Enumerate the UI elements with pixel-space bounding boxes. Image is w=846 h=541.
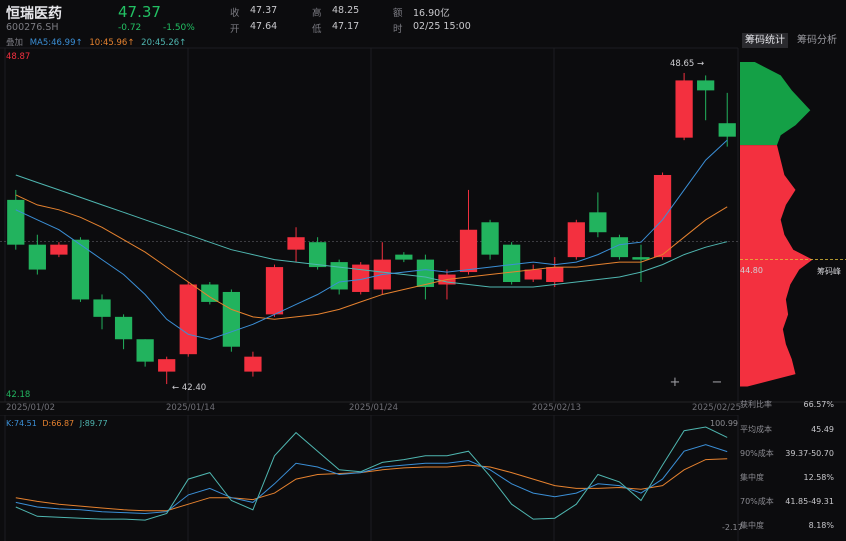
ma-legend: 叠加 MA5:46.99↑ 10:45.96↑ 20:45.26↑	[6, 36, 190, 48]
candle-body	[632, 257, 650, 260]
chip-tabs: 筹码统计 筹码分析	[740, 33, 846, 49]
last-price: 47.37	[118, 3, 161, 21]
axis-bottom-value: 42.18	[6, 390, 31, 400]
chip-peak-label: 筹码峰	[817, 267, 841, 276]
candle-body	[697, 80, 715, 91]
kdj-top-value: 100.99	[710, 419, 738, 428]
candle-body	[244, 356, 262, 372]
candle-body	[308, 242, 327, 268]
kdj-j-value: J:89.77	[79, 419, 108, 428]
kdj-bottom-value: -2.17	[722, 523, 743, 532]
kdj-legend: K:74.51 D:66.87 J:89.77	[6, 419, 111, 428]
candle-body	[524, 269, 542, 280]
tab-chip-analysis[interactable]: 筹码分析	[797, 35, 837, 46]
high-value: 48.25	[332, 5, 360, 16]
candle-body	[136, 339, 154, 362]
candle-body	[589, 212, 607, 233]
ma20-line	[15, 174, 728, 288]
candle-body	[567, 222, 585, 258]
candle-body	[93, 299, 111, 317]
close-label: 收	[230, 8, 240, 19]
candle-body	[179, 284, 197, 355]
kdj-k-line	[15, 444, 728, 515]
candle-body	[287, 237, 305, 250]
chip-stat-row: 70%成本 41.85-49.31	[740, 497, 834, 506]
close-value: 47.37	[250, 5, 278, 16]
ma20-value: 20:45.26↑	[141, 38, 187, 48]
ma5-value: MA5:46.99↑	[29, 38, 83, 48]
zoom-in-button[interactable]: +	[669, 375, 681, 390]
amount-label: 额	[393, 8, 403, 19]
candle-body	[201, 284, 219, 302]
date-label: 2025/01/02	[6, 403, 55, 413]
candle-body	[481, 222, 499, 255]
candle-body	[546, 267, 564, 283]
tab-chip-stats[interactable]: 筹码统计	[742, 33, 788, 48]
kdj-chart[interactable]	[0, 415, 846, 541]
candle-body	[718, 123, 736, 137]
candle-body	[158, 359, 176, 372]
chip-peak-price: 44.80	[740, 266, 763, 275]
price-change: -0.72	[118, 23, 142, 33]
candle-body	[416, 259, 435, 287]
open-label: 开	[230, 24, 240, 35]
stock-code: 600276.SH	[6, 22, 59, 33]
date-label: 2025/02/13	[532, 403, 581, 413]
price-change-percent: -1.50%	[163, 23, 195, 33]
candle-body	[7, 199, 25, 245]
chip-stat-row: 平均成本 45.49	[740, 425, 834, 434]
chip-distribution-below	[740, 145, 813, 387]
candle-body	[114, 316, 133, 340]
kdj-k-value: K:74.51	[6, 419, 37, 428]
candle-body	[503, 244, 521, 283]
candle-body	[28, 244, 46, 270]
quote-header: 恒瑞医药 600276.SH 47.37 -0.72 -1.50% 收 47.3…	[0, 0, 846, 48]
overlay-label[interactable]: 叠加	[6, 38, 24, 48]
candle-body	[459, 229, 478, 273]
kdj-d-value: D:66.87	[42, 419, 75, 428]
low-annotation: ← 42.40	[172, 383, 207, 393]
candle-body	[265, 267, 284, 315]
date-label: 2025/01/14	[166, 403, 215, 413]
candle-body	[395, 254, 413, 260]
date-label: 2025/02/25	[692, 403, 741, 413]
candle-body	[330, 262, 348, 290]
chip-stat-row: 90%成本 39.37-50.70	[740, 449, 834, 458]
chip-distribution-above	[740, 62, 811, 146]
chip-stat-row: 获利比率 66.57%	[740, 400, 834, 409]
chip-stat-row: 集中度 12.58%	[740, 473, 834, 482]
stock-name: 恒瑞医药	[6, 6, 62, 22]
kdj-j-line	[15, 426, 728, 521]
open-value: 47.64	[250, 21, 278, 32]
ma10-value: 10:45.96↑	[89, 38, 135, 48]
axis-top-value: 48.87	[6, 52, 31, 62]
amount-value: 16.90亿	[413, 8, 450, 19]
candle-body	[71, 239, 90, 300]
time-label: 时	[393, 24, 403, 35]
candle-body	[675, 80, 693, 138]
candle-body	[610, 237, 629, 258]
time-value: 02/25 15:00	[413, 21, 471, 32]
date-label: 2025/01/24	[349, 403, 398, 413]
high-annotation: 48.65 →	[670, 59, 705, 69]
low-label: 低	[312, 24, 322, 35]
low-value: 47.17	[332, 21, 360, 32]
candle-body	[50, 244, 68, 255]
kdj-d-line	[15, 458, 728, 512]
ma10-line	[15, 194, 728, 320]
ma5-line	[15, 139, 728, 340]
chip-stat-row: 集中度 8.18%	[740, 521, 834, 530]
zoom-out-button[interactable]: −	[711, 375, 723, 390]
candle-body	[222, 291, 240, 347]
candle-body	[653, 174, 672, 258]
candlestick-chart[interactable]	[0, 0, 846, 415]
candle-body	[352, 264, 370, 292]
high-label: 高	[312, 8, 322, 19]
